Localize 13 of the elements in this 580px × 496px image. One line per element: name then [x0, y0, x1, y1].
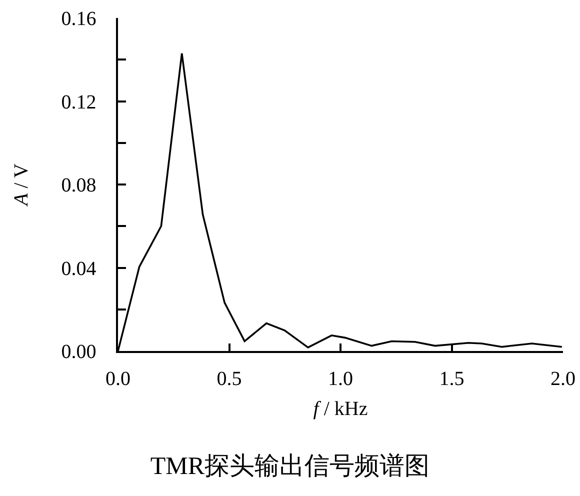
- x-tick-label: 1.0: [328, 368, 353, 390]
- x-tick-label: 2.0: [550, 368, 576, 390]
- x-tick-label: 0.0: [106, 368, 130, 390]
- x-tick-label: 1.5: [439, 368, 464, 390]
- y-tick-label: 0.12: [61, 91, 96, 114]
- x-axis-title: f / kHz: [313, 398, 368, 420]
- y-tick-label: 0.16: [61, 8, 96, 30]
- y-tick-label: 0.08: [61, 174, 96, 196]
- y-tick-label: 0.04: [61, 258, 96, 280]
- x-tick-label: 0.5: [216, 368, 242, 390]
- y-tick-label: 0.00: [61, 341, 96, 363]
- text: TMR探头输出信号频谱图: [150, 452, 430, 480]
- y-axis-title: A / V: [10, 163, 32, 208]
